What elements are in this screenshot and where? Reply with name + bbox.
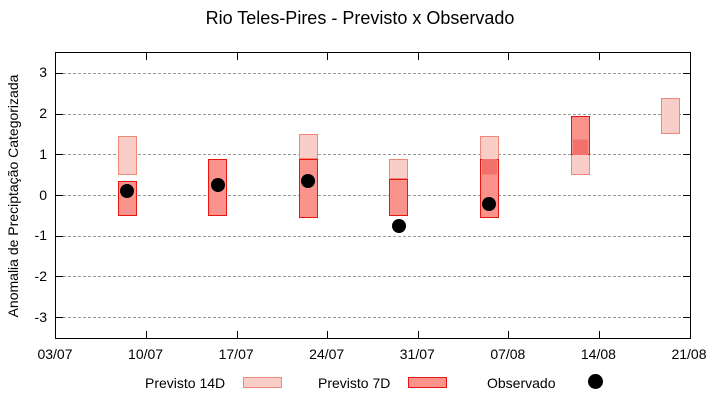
y-tick-mark: [683, 154, 690, 156]
y-tick-mark: [56, 317, 63, 319]
plot-area: [55, 52, 691, 339]
previsto-14d-bar: [389, 158, 409, 180]
legend-label-previsto-7d: Previsto 7D: [318, 375, 391, 391]
gridline: [58, 276, 686, 278]
x-tick-label: 24/07: [309, 346, 345, 362]
x-tick-mark: [146, 331, 148, 338]
previsto-14d-bar: [117, 136, 137, 176]
x-tick-mark: [327, 331, 329, 338]
y-tick-label: 2: [39, 105, 47, 122]
observado-dot: [482, 196, 497, 211]
gridline: [58, 72, 686, 74]
x-tick-label: 14/08: [580, 346, 616, 362]
previsto-14d-swatch: [243, 377, 282, 388]
y-tick-label: -1: [34, 227, 47, 244]
y-tick-mark: [56, 195, 63, 196]
y-tick-label: 0: [39, 186, 47, 203]
legend-label-previsto-14d: Previsto 14D: [145, 375, 226, 391]
x-tick-mark: [236, 53, 238, 60]
x-tick-label: 10/07: [128, 346, 164, 362]
gridline: [58, 154, 686, 156]
y-tick-mark: [56, 113, 63, 115]
observado-dot: [210, 178, 225, 193]
x-tick-label: 31/07: [399, 346, 435, 362]
observado-dot: [391, 219, 406, 234]
x-tick-mark: [598, 331, 600, 338]
y-tick-mark: [683, 72, 690, 74]
y-tick-mark: [683, 235, 690, 237]
previsto-14d-bar: [661, 97, 681, 135]
x-tick-mark: [598, 53, 600, 60]
previsto-14d-bar: [298, 134, 318, 159]
observado-dot: [301, 174, 316, 189]
x-tick-label: 17/07: [218, 346, 254, 362]
y-tick-mark: [56, 72, 63, 74]
y-tick-mark: [56, 276, 63, 278]
previsto-overlap-segment: [481, 158, 497, 176]
previsto-7d-bar: [389, 179, 409, 216]
y-tick-label: 1: [39, 145, 47, 162]
legend: Previsto 14D Previsto 7D Observado: [0, 372, 720, 396]
x-tick-mark: [417, 53, 419, 60]
y-tick-mark: [683, 317, 690, 319]
observado-dot-swatch: [588, 374, 603, 389]
y-tick-label: 3: [39, 64, 47, 81]
y-tick-label: -2: [34, 267, 47, 284]
x-tick-mark: [327, 53, 329, 60]
gridline: [58, 235, 686, 237]
x-tick-mark: [146, 53, 148, 60]
x-tick-label: 07/08: [490, 346, 526, 362]
x-tick-mark: [417, 331, 419, 338]
x-tick-mark: [236, 331, 238, 338]
previsto-7d-swatch: [408, 377, 447, 388]
x-tick-mark: [508, 331, 510, 338]
y-tick-mark: [56, 154, 63, 156]
observado-dot: [120, 184, 135, 199]
x-tick-mark: [508, 53, 510, 60]
x-tick-label: 21/08: [671, 346, 707, 362]
gridline: [58, 195, 686, 196]
y-tick-label: -3: [34, 308, 47, 325]
chart-title: Rio Teles-Pires - Previsto x Observado: [205, 8, 515, 28]
gridline: [58, 317, 686, 319]
y-tick-mark: [56, 235, 63, 237]
y-tick-mark: [683, 276, 690, 278]
legend-label-observado: Observado: [487, 375, 556, 391]
gridline: [58, 113, 686, 115]
previsto-overlap-segment: [572, 138, 588, 155]
y-tick-mark: [683, 195, 690, 196]
previsto-7d-bar: [298, 158, 318, 218]
y-tick-mark: [683, 113, 690, 115]
x-tick-label: 03/07: [37, 346, 73, 362]
